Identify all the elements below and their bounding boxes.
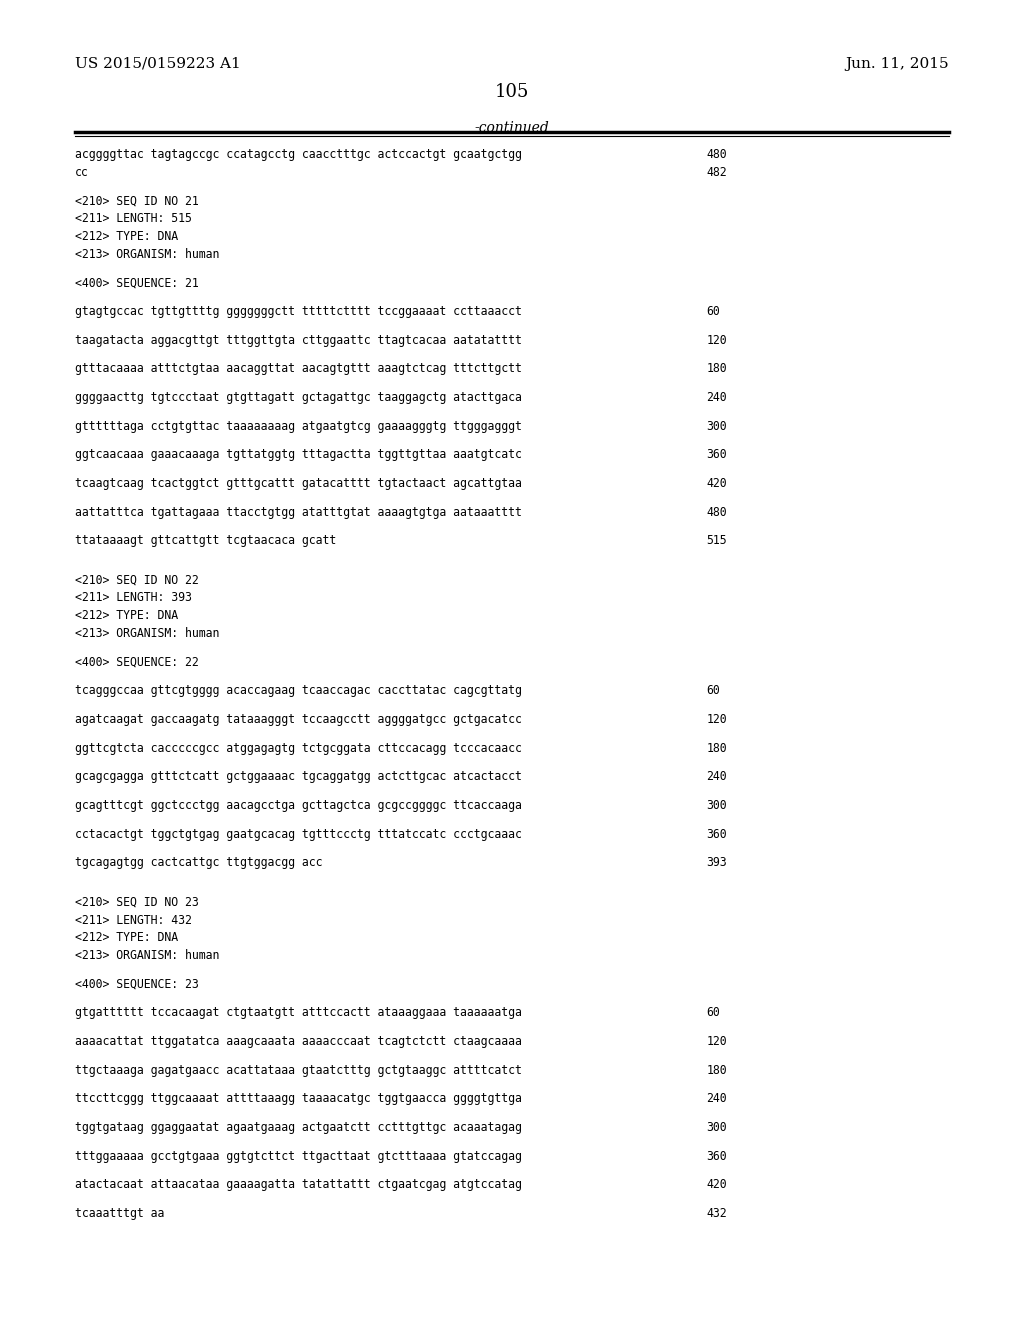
Text: 432: 432: [707, 1206, 727, 1220]
Text: ggtcaacaaa gaaacaaaga tgttatggtg tttagactta tggttgttaa aaatgtcatc: ggtcaacaaa gaaacaaaga tgttatggtg tttagac…: [75, 449, 521, 461]
Text: <400> SEQUENCE: 22: <400> SEQUENCE: 22: [75, 656, 199, 669]
Text: 240: 240: [707, 771, 727, 783]
Text: 120: 120: [707, 713, 727, 726]
Text: 360: 360: [707, 1150, 727, 1163]
Text: 120: 120: [707, 1035, 727, 1048]
Text: aattatttca tgattagaaa ttacctgtgg atatttgtat aaaagtgtga aataaatttt: aattatttca tgattagaaa ttacctgtgg atatttg…: [75, 506, 521, 519]
Text: <210> SEQ ID NO 22: <210> SEQ ID NO 22: [75, 574, 199, 586]
Text: 180: 180: [707, 362, 727, 375]
Text: cc: cc: [75, 165, 88, 178]
Text: tcaagtcaag tcactggtct gtttgcattt gatacatttt tgtactaact agcattgtaa: tcaagtcaag tcactggtct gtttgcattt gatacat…: [75, 477, 521, 490]
Text: <213> ORGANISM: human: <213> ORGANISM: human: [75, 627, 219, 640]
Text: 393: 393: [707, 857, 727, 870]
Text: 60: 60: [707, 305, 720, 318]
Text: ggggaacttg tgtccctaat gtgttagatt gctagattgc taaggagctg atacttgaca: ggggaacttg tgtccctaat gtgttagatt gctagat…: [75, 391, 521, 404]
Text: <212> TYPE: DNA: <212> TYPE: DNA: [75, 230, 178, 243]
Text: 240: 240: [707, 1093, 727, 1105]
Text: <400> SEQUENCE: 23: <400> SEQUENCE: 23: [75, 978, 199, 991]
Text: 300: 300: [707, 1121, 727, 1134]
Text: gcagcgagga gtttctcatt gctggaaaac tgcaggatgg actcttgcac atcactacct: gcagcgagga gtttctcatt gctggaaaac tgcagga…: [75, 771, 521, 783]
Text: atactacaat attaacataa gaaaagatta tatattattt ctgaatcgag atgtccatag: atactacaat attaacataa gaaaagatta tatatta…: [75, 1179, 521, 1192]
Text: Jun. 11, 2015: Jun. 11, 2015: [846, 57, 949, 71]
Text: -continued: -continued: [475, 121, 549, 136]
Text: <211> LENGTH: 515: <211> LENGTH: 515: [75, 213, 191, 226]
Text: <212> TYPE: DNA: <212> TYPE: DNA: [75, 610, 178, 622]
Text: 60: 60: [707, 684, 720, 697]
Text: 180: 180: [707, 742, 727, 755]
Text: tcagggccaa gttcgtgggg acaccagaag tcaaccagac caccttatac cagcgttatg: tcagggccaa gttcgtgggg acaccagaag tcaacca…: [75, 684, 521, 697]
Text: tggtgataag ggaggaatat agaatgaaag actgaatctt cctttgttgc acaaatagag: tggtgataag ggaggaatat agaatgaaag actgaat…: [75, 1121, 521, 1134]
Text: 420: 420: [707, 477, 727, 490]
Text: <212> TYPE: DNA: <212> TYPE: DNA: [75, 932, 178, 944]
Text: 360: 360: [707, 828, 727, 841]
Text: 240: 240: [707, 391, 727, 404]
Text: <211> LENGTH: 432: <211> LENGTH: 432: [75, 913, 191, 927]
Text: 180: 180: [707, 1064, 727, 1077]
Text: tgcagagtgg cactcattgc ttgtggacgg acc: tgcagagtgg cactcattgc ttgtggacgg acc: [75, 857, 323, 870]
Text: gtagtgccac tgttgttttg gggggggctt tttttctttt tccggaaaat ccttaaacct: gtagtgccac tgttgttttg gggggggctt tttttct…: [75, 305, 521, 318]
Text: tttggaaaaa gcctgtgaaa ggtgtcttct ttgacttaat gtctttaaaa gtatccagag: tttggaaaaa gcctgtgaaa ggtgtcttct ttgactt…: [75, 1150, 521, 1163]
Text: ggttcgtcta cacccccgcc atggagagtg tctgcggata cttccacagg tcccacaacc: ggttcgtcta cacccccgcc atggagagtg tctgcgg…: [75, 742, 521, 755]
Text: gttttttaga cctgtgttac taaaaaaaag atgaatgtcg gaaaagggtg ttgggagggt: gttttttaga cctgtgttac taaaaaaaag atgaatg…: [75, 420, 521, 433]
Text: ttataaaagt gttcattgtt tcgtaacaca gcatt: ttataaaagt gttcattgtt tcgtaacaca gcatt: [75, 535, 336, 548]
Text: 480: 480: [707, 506, 727, 519]
Text: 480: 480: [707, 148, 727, 161]
Text: gtgatttttt tccacaagat ctgtaatgtt atttccactt ataaaggaaa taaaaaatga: gtgatttttt tccacaagat ctgtaatgtt atttcca…: [75, 1006, 521, 1019]
Text: agatcaagat gaccaagatg tataaagggt tccaagcctt aggggatgcc gctgacatcc: agatcaagat gaccaagatg tataaagggt tccaagc…: [75, 713, 521, 726]
Text: aaaacattat ttggatatca aaagcaaata aaaacccaat tcagtctctt ctaagcaaaa: aaaacattat ttggatatca aaagcaaata aaaaccc…: [75, 1035, 521, 1048]
Text: 120: 120: [707, 334, 727, 347]
Text: taagatacta aggacgttgt tttggttgta cttggaattc ttagtcacaa aatatatttt: taagatacta aggacgttgt tttggttgta cttggaa…: [75, 334, 521, 347]
Text: 300: 300: [707, 799, 727, 812]
Text: <213> ORGANISM: human: <213> ORGANISM: human: [75, 248, 219, 261]
Text: tcaaatttgt aa: tcaaatttgt aa: [75, 1206, 164, 1220]
Text: <211> LENGTH: 393: <211> LENGTH: 393: [75, 591, 191, 605]
Text: <210> SEQ ID NO 23: <210> SEQ ID NO 23: [75, 896, 199, 908]
Text: 60: 60: [707, 1006, 720, 1019]
Text: 482: 482: [707, 165, 727, 178]
Text: ttgctaaaga gagatgaacc acattataaa gtaatctttg gctgtaaggc attttcatct: ttgctaaaga gagatgaacc acattataaa gtaatct…: [75, 1064, 521, 1077]
Text: US 2015/0159223 A1: US 2015/0159223 A1: [75, 57, 241, 71]
Text: 515: 515: [707, 535, 727, 548]
Text: gcagtttcgt ggctccctgg aacagcctga gcttagctca gcgccggggc ttcaccaaga: gcagtttcgt ggctccctgg aacagcctga gcttagc…: [75, 799, 521, 812]
Text: acggggttac tagtagccgc ccatagcctg caacctttgc actccactgt gcaatgctgg: acggggttac tagtagccgc ccatagcctg caacctt…: [75, 148, 521, 161]
Text: 105: 105: [495, 83, 529, 102]
Text: 360: 360: [707, 449, 727, 461]
Text: cctacactgt tggctgtgag gaatgcacag tgtttccctg tttatccatc ccctgcaaac: cctacactgt tggctgtgag gaatgcacag tgtttcc…: [75, 828, 521, 841]
Text: <213> ORGANISM: human: <213> ORGANISM: human: [75, 949, 219, 962]
Text: 300: 300: [707, 420, 727, 433]
Text: gtttacaaaa atttctgtaa aacaggttat aacagtgttt aaagtctcag tttcttgctt: gtttacaaaa atttctgtaa aacaggttat aacagtg…: [75, 362, 521, 375]
Text: <210> SEQ ID NO 21: <210> SEQ ID NO 21: [75, 194, 199, 207]
Text: 420: 420: [707, 1179, 727, 1192]
Text: <400> SEQUENCE: 21: <400> SEQUENCE: 21: [75, 276, 199, 289]
Text: ttccttcggg ttggcaaaat attttaaagg taaaacatgc tggtgaacca ggggtgttga: ttccttcggg ttggcaaaat attttaaagg taaaaca…: [75, 1093, 521, 1105]
